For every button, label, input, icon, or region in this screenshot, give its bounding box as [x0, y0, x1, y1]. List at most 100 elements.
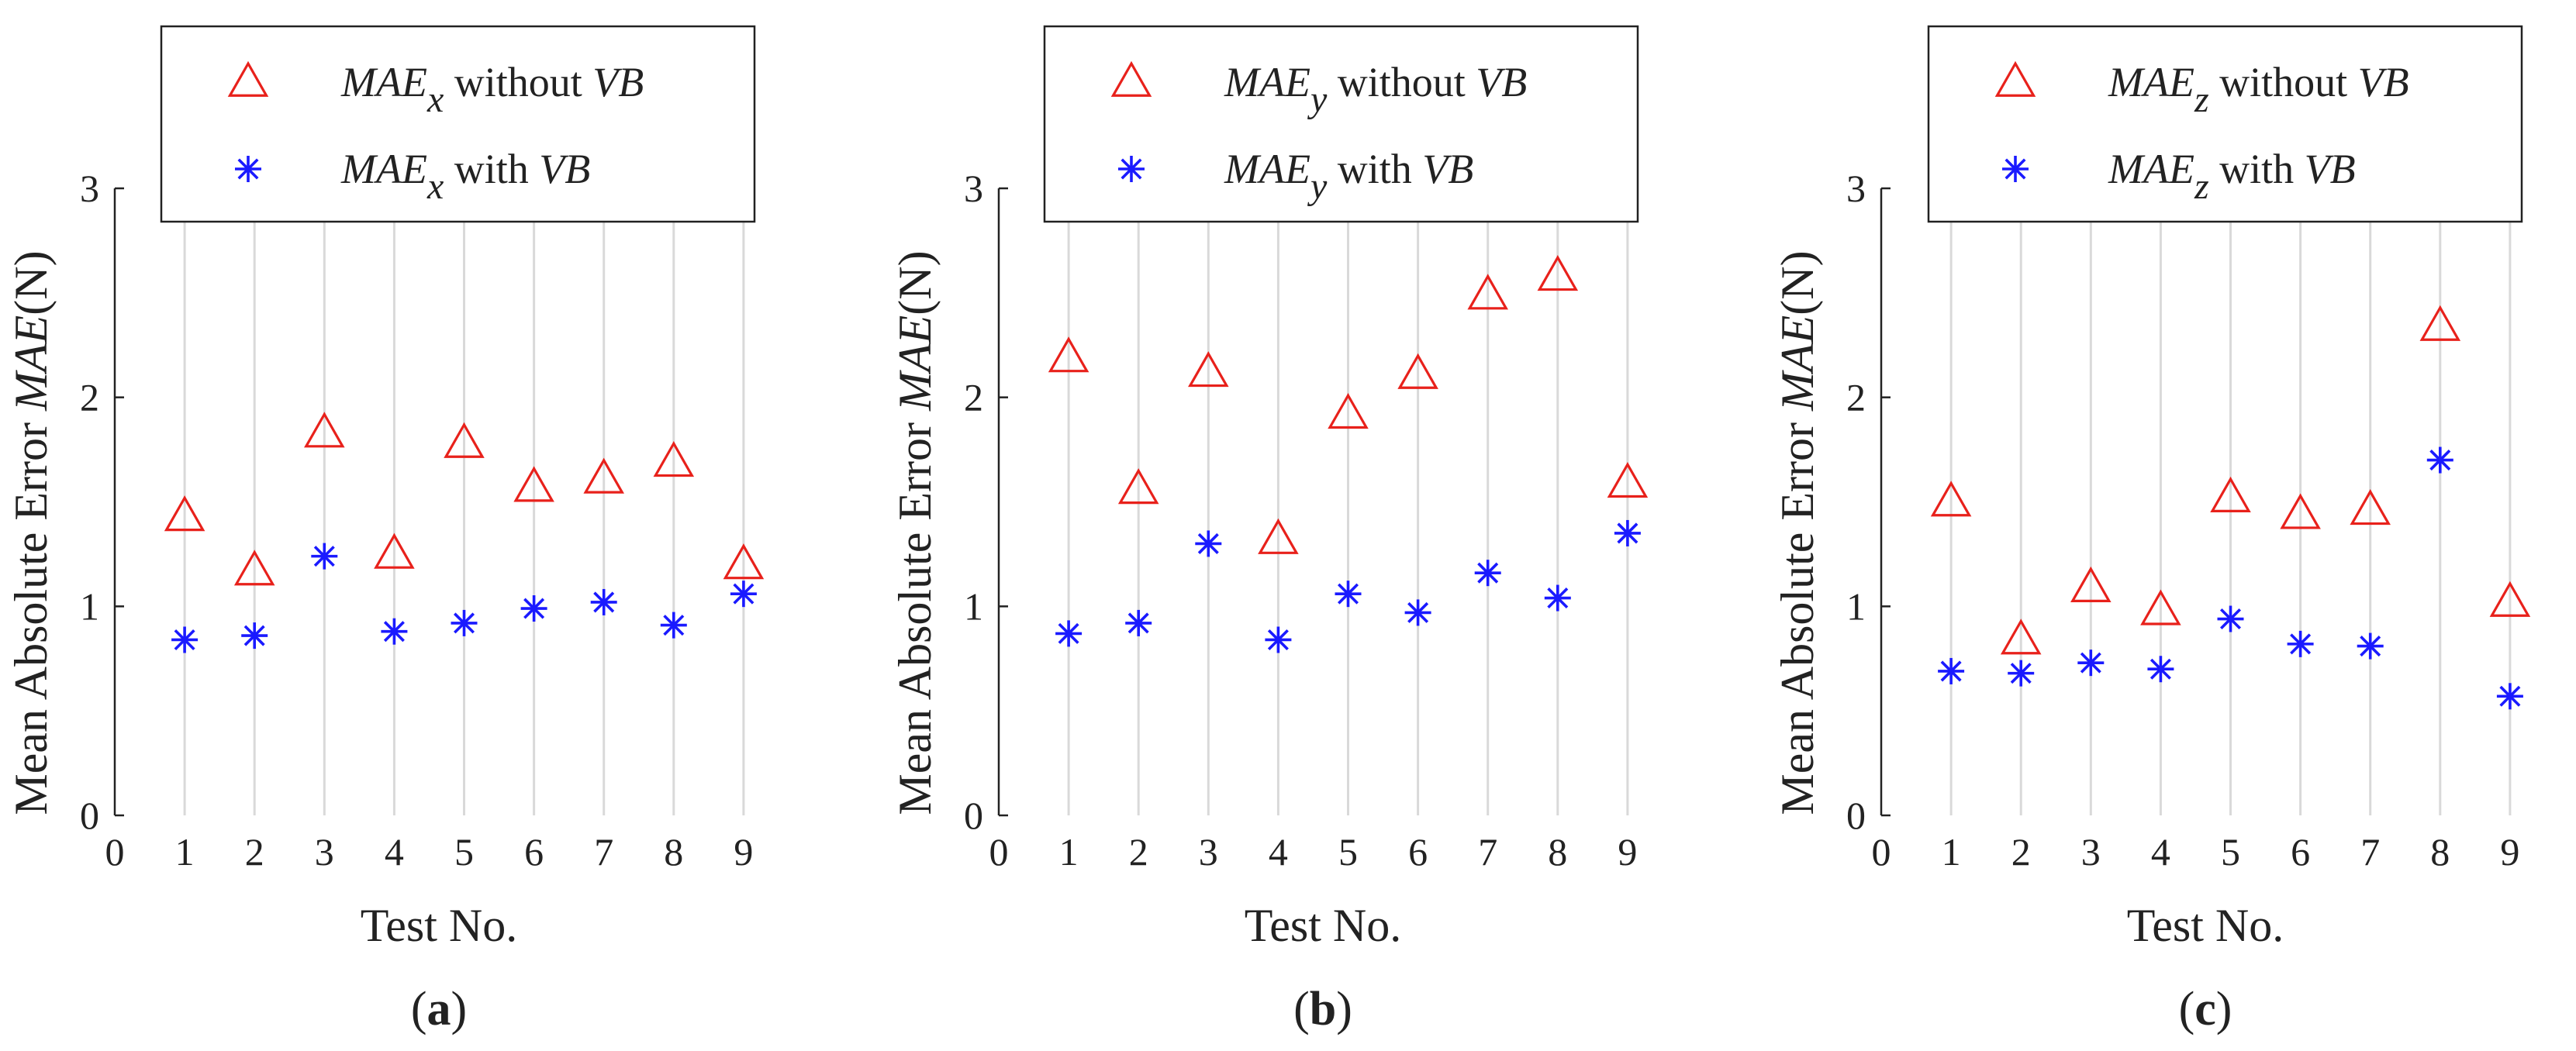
marker-with-vb-2 [1125, 609, 1152, 636]
legend: MAEy without VB MAEy with VB [1043, 25, 1639, 223]
legend-frame [1927, 25, 2523, 223]
y-axis-title: Mean Absolute Error MAE(N) [1772, 250, 1823, 815]
x-tick-label: 8 [2430, 830, 2450, 874]
legend-marker-without-vb [1994, 60, 2036, 97]
legend-entry-with-vb: MAEy with VB [1224, 146, 1473, 207]
marker-with-vb-4 [2147, 656, 2174, 683]
marker-with-vb-8 [660, 612, 687, 639]
panel-b: 0 1 2 3 0 1 2 3 4 5 6 7 8 9 Test No. Mean Absolute Erro… [889, 25, 1649, 1035]
x-tick-label: 8 [664, 830, 683, 874]
x-tick-label: 2 [245, 830, 264, 874]
marker-with-vb-2 [2008, 660, 2035, 687]
marker-with-vb-6 [2287, 630, 2314, 657]
marker-without-vb-5 [1328, 393, 1369, 429]
x-tick-label: 4 [385, 830, 404, 874]
x-tick-label: 2 [2011, 830, 2031, 874]
x-tick-label: 6 [1408, 830, 1428, 874]
x-axis-title: Test No. [361, 900, 517, 951]
marker-without-vb-6 [513, 466, 554, 502]
x-tick-label: 7 [1478, 830, 1497, 874]
marker-with-vb-9 [1614, 519, 1641, 546]
y-tick-label: 1 [964, 584, 983, 628]
x-axis-title: Test No. [1245, 900, 1401, 951]
marker-without-vb-9 [723, 543, 765, 580]
marker-without-vb-1 [1930, 481, 1972, 517]
y-tick-label: 3 [964, 167, 983, 210]
marker-without-vb-4 [2140, 589, 2181, 625]
x-tick-label: 1 [175, 830, 195, 874]
panel-label: (b) [1293, 983, 1352, 1035]
marker-without-vb-8 [653, 441, 695, 477]
x-tick-label: 4 [2151, 830, 2170, 874]
panel-a: 0 1 2 3 0 1 2 3 4 5 6 7 8 9 Test No. Mean Absolute Erro… [5, 25, 765, 1035]
marker-with-vb-5 [2217, 605, 2244, 632]
x-tick-label: 3 [1199, 830, 1218, 874]
panel-label: (a) [411, 983, 467, 1035]
x-tick-label: 2 [1129, 830, 1148, 874]
x-tick-label: 1 [1942, 830, 1961, 874]
marker-without-vb-3 [304, 412, 345, 448]
y-tick-label: 2 [1846, 376, 1866, 419]
marker-without-vb-6 [1397, 353, 1438, 389]
x-tick-label: 8 [1548, 830, 1567, 874]
x-tick-label: 9 [734, 830, 753, 874]
marker-without-vb-8 [2419, 305, 2461, 341]
marker-with-vb-8 [2426, 446, 2453, 474]
x-axis-title: Test No. [2127, 900, 2284, 951]
marker-without-vb-4 [374, 532, 415, 569]
marker-with-vb-5 [1335, 581, 1362, 608]
x-tick-label: 6 [524, 830, 544, 874]
x-tick-label: 3 [2081, 830, 2101, 874]
marker-without-vb-7 [2350, 489, 2391, 526]
marker-with-vb-6 [1404, 599, 1431, 626]
x-tick-label: 9 [2500, 830, 2519, 874]
y-tick-label: 2 [964, 376, 983, 419]
legend-frame [160, 25, 756, 223]
marker-with-vb-3 [311, 543, 338, 570]
marker-without-vb-1 [1048, 336, 1089, 373]
marker-with-vb-3 [1195, 530, 1222, 557]
marker-with-vb-9 [2496, 683, 2523, 710]
marker-without-vb-2 [1117, 468, 1159, 505]
legend: MAEz without VB MAEz with VB [1927, 25, 2523, 223]
y-tick-label: 2 [80, 376, 99, 419]
marker-with-vb-2 [241, 622, 268, 650]
marker-without-vb-6 [2280, 493, 2321, 529]
x-tick-label: 0 [1872, 830, 1891, 874]
y-axis-title: Mean Absolute Error MAE(N) [889, 250, 941, 815]
marker-with-vb-8 [1544, 584, 1571, 612]
x-tick-label: 1 [1059, 830, 1079, 874]
x-tick-label: 7 [594, 830, 613, 874]
legend-marker-with-vb [1118, 156, 1145, 182]
marker-with-vb-1 [1938, 657, 1965, 684]
marker-with-vb-1 [171, 626, 199, 653]
panel-label: (c) [2179, 983, 2232, 1035]
x-tick-label: 0 [105, 830, 125, 874]
marker-without-vb-3 [2070, 566, 2112, 602]
legend-entry-with-vb: MAEx with VB [340, 146, 590, 207]
marker-without-vb-2 [233, 550, 275, 586]
y-tick-label: 3 [1846, 167, 1866, 210]
y-tick-label: 0 [964, 794, 983, 837]
marker-with-vb-4 [1265, 626, 1292, 653]
marker-with-vb-4 [381, 618, 408, 645]
marker-with-vb-9 [730, 581, 757, 608]
marker-with-vb-7 [590, 588, 617, 615]
legend-frame [1043, 25, 1639, 223]
y-tick-label: 1 [80, 584, 99, 628]
x-tick-label: 5 [1338, 830, 1358, 874]
y-tick-label: 1 [1846, 584, 1866, 628]
x-tick-label: 9 [1618, 830, 1637, 874]
legend: MAEx without VB MAEx with VB [160, 25, 756, 223]
legend-entry-without-vb: MAEy without VB [1224, 59, 1527, 120]
legend-marker-with-vb [2002, 156, 2029, 182]
panel-c: 0 1 2 3 0 1 2 3 4 5 6 7 8 9 Test No. Mean Absolute Erro… [1772, 25, 2531, 1035]
y-tick-label: 0 [80, 794, 99, 837]
legend-entry-without-vb: MAEx without VB [340, 59, 644, 120]
marker-without-vb-8 [1537, 255, 1579, 291]
marker-with-vb-6 [520, 595, 547, 622]
marker-without-vb-3 [1188, 351, 1229, 388]
marker-without-vb-4 [1258, 518, 1299, 554]
marker-with-vb-3 [2077, 650, 2105, 677]
